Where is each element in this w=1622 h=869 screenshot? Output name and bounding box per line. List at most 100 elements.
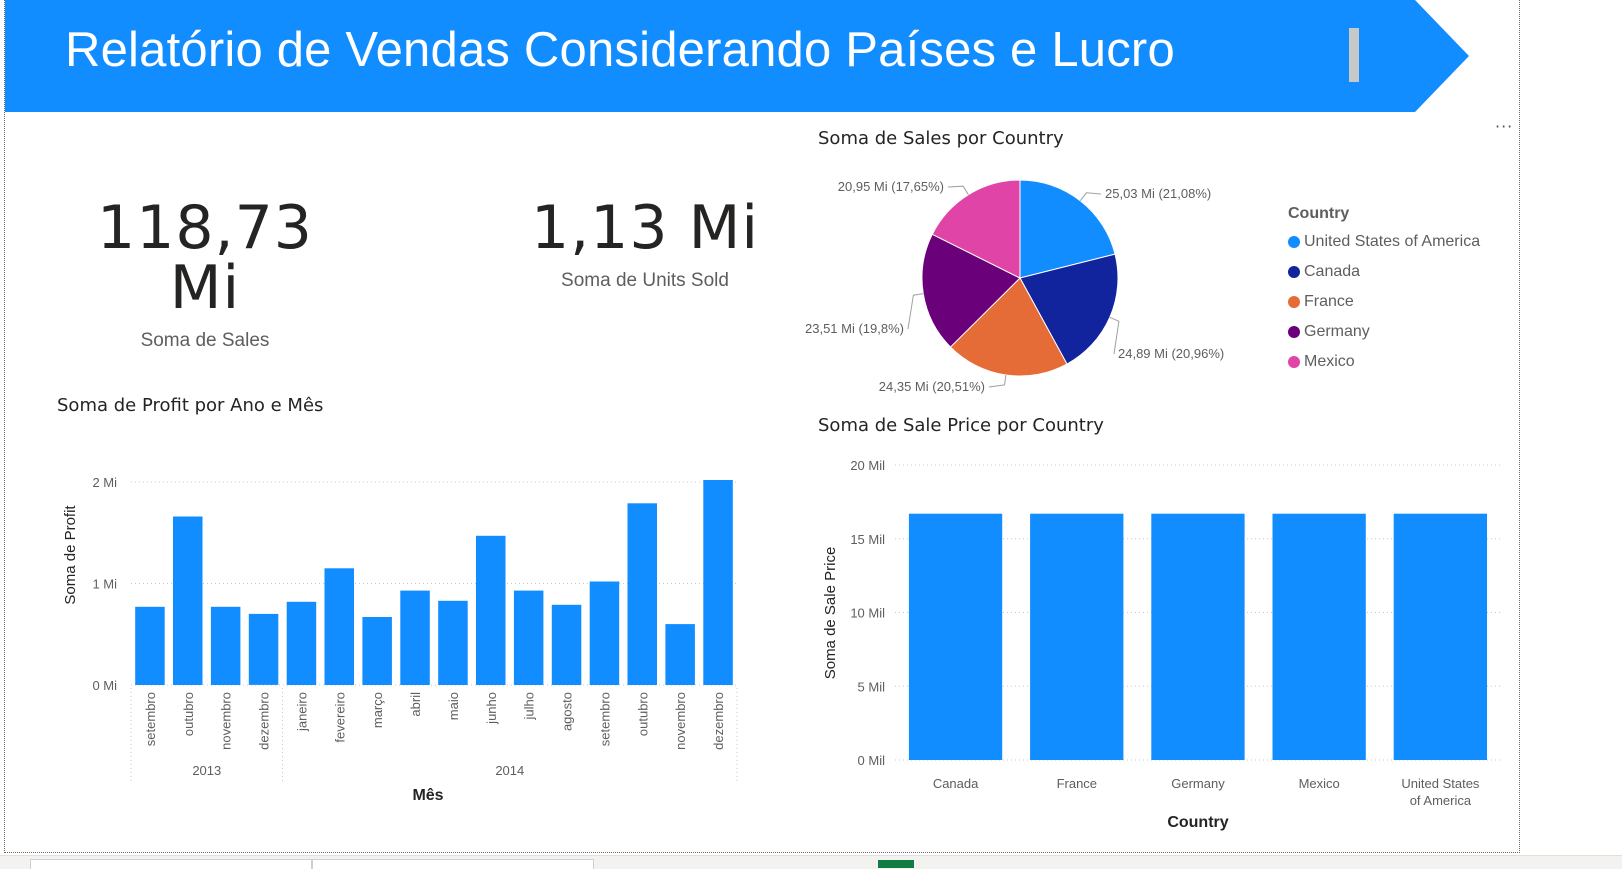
card-sales-value: 118,73 Mi [97, 193, 313, 323]
legend-dot-france [1288, 296, 1300, 308]
profit-x-tick-julho: julho [522, 692, 537, 720]
legend-label-mexico: Mexico [1304, 353, 1355, 370]
profit-bar [665, 624, 695, 685]
saleprice-x-tick-germany: Germany [1171, 776, 1225, 791]
pie-leader-line-canada [1109, 316, 1120, 355]
pie-leader-line-germany [907, 293, 924, 330]
profit-x-tick-dezembro: dezembro [257, 692, 272, 750]
saleprice-y-axis-title: Soma de Sale Price [822, 547, 839, 680]
saleprice-bar-united-states-of-america [1393, 513, 1487, 760]
card-sales-label: Soma de Sales [140, 330, 270, 351]
profit-x-tick-outubro: outubro [181, 692, 196, 736]
saleprice-x-tick-united-states-of-america: of America [1410, 793, 1472, 808]
profit-bar [135, 606, 165, 685]
more-options-icon[interactable]: ··· [1495, 117, 1514, 136]
header-arrow-shape [5, 0, 1469, 112]
profit-y-tick: 2 Mi [92, 475, 117, 490]
profit-bar [400, 590, 430, 685]
saleprice-bar-chart[interactable]: 0 Mil 5 Mil 10 Mil 15 Mil 20 Mil Canada France… [805, 445, 1505, 835]
profit-bar [210, 606, 241, 685]
card-units-label: Soma de Units Sold [561, 270, 729, 291]
legend-item-mexico[interactable]: Mexico [1288, 347, 1480, 377]
profit-bar-chart[interactable]: 0 Mi 1 Mi 2 Mi setembro outubro novembro dezem… [45, 430, 775, 850]
saleprice-x-tick-mexico: Mexico [1299, 776, 1340, 791]
legend-dot-germany [1288, 326, 1300, 338]
profit-x-axis-title: Mês [412, 787, 443, 804]
profit-x-tick-janeiro: janeiro [294, 692, 309, 732]
profit-x-tick-dezembro: dezembro [711, 692, 726, 750]
profit-x-tick-maio: maio [446, 692, 461, 720]
pie-data-label-mexico: 20,95 Mi (17,65%) [838, 179, 944, 194]
profit-year-label-2013: 2013 [192, 763, 221, 778]
pie-slice-canada [1019, 253, 1119, 365]
profit-bar [248, 613, 279, 685]
profit-year-label-2014: 2014 [495, 763, 524, 778]
profit-x-tick-novembro: novembro [673, 692, 688, 750]
profit-bar [362, 617, 392, 685]
profit-bar [173, 516, 203, 685]
profit-x-tick-agosto: agosto [560, 692, 575, 731]
profit-bar [324, 568, 354, 685]
legend-label-usa: United States of America [1304, 233, 1481, 250]
card-units-value: 1,13 Mi [530, 193, 760, 263]
pie-leader-line-united-states-of-america [1079, 192, 1102, 202]
text-cursor [1349, 28, 1359, 82]
profit-x-tick-outubro: outubro [635, 692, 650, 736]
card-units-sold[interactable]: 1,13 Mi Soma de Units Sold [495, 198, 795, 292]
profit-y-tick: 1 Mi [92, 577, 117, 592]
bottom-tab-2[interactable] [312, 859, 594, 869]
pie-slice-united-states-of-america [1019, 179, 1116, 279]
pie-data-label-united-states-of-america: 25,03 Mi (21,08%) [1105, 186, 1211, 201]
pie-slice-germany [921, 233, 1021, 348]
profit-bar [589, 581, 620, 685]
pie-leader-line-mexico [947, 185, 969, 195]
profit-chart-title: Soma de Profit por Ano e Mês [57, 395, 324, 416]
saleprice-y-tick: 15 Mil [850, 532, 885, 547]
profit-x-tick-mar-o: março [370, 692, 385, 728]
report-canvas: Relatório de Vendas Considerando Países … [4, 0, 1520, 853]
legend-dot-canada [1288, 266, 1300, 278]
profit-x-tick-fevereiro: fevereiro [332, 692, 347, 743]
legend-item-usa[interactable]: United States of America [1288, 227, 1480, 257]
pie-data-label-germany: 23,51 Mi (19,8%) [805, 321, 904, 336]
saleprice-bar-france [1030, 513, 1124, 760]
pie-chart-title: Soma de Sales por Country [818, 128, 1064, 149]
legend-label-canada: Canada [1304, 263, 1361, 280]
saleprice-y-tick: 20 Mil [850, 458, 885, 473]
saleprice-bar-canada [908, 513, 1003, 760]
profit-x-tick-junho: junho [484, 692, 499, 725]
saleprice-x-tick-france: France [1057, 776, 1097, 791]
saleprice-y-tick: 0 Mil [858, 753, 886, 768]
profit-bar [551, 604, 582, 685]
profit-x-tick-setembro: setembro [597, 692, 612, 746]
bottom-tab-1[interactable] [30, 859, 312, 869]
saleprice-chart-title: Soma de Sale Price por Country [818, 415, 1104, 436]
profit-y-tick: 0 Mi [92, 678, 117, 693]
profit-bar [627, 503, 657, 685]
profit-bar [513, 590, 544, 685]
header-banner: Relatório de Vendas Considerando Países … [5, 0, 1519, 114]
legend-item-france[interactable]: France [1288, 287, 1480, 317]
saleprice-x-tick-united-states-of-america: United States [1401, 776, 1480, 791]
profit-bar [286, 601, 317, 685]
profit-x-tick-setembro: setembro [143, 692, 158, 746]
saleprice-x-axis-title: Country [1167, 814, 1228, 831]
profit-x-tick-abril: abril [408, 692, 423, 717]
pie-legend: Country United States of America Canada … [1288, 205, 1480, 377]
profit-bar [703, 480, 733, 685]
pie-data-label-canada: 24,89 Mi (20,96%) [1118, 346, 1224, 361]
legend-dot-usa [1288, 236, 1300, 248]
bottom-green-indicator [878, 860, 914, 868]
legend-label-germany: Germany [1304, 323, 1370, 340]
legend-item-canada[interactable]: Canada [1288, 257, 1480, 287]
pie-chart[interactable]: 25,03 Mi (21,08%) 24,89 Mi (20,96%) 24,35 … [805, 160, 1285, 450]
pie-data-label-france: 24,35 Mi (20,51%) [879, 379, 985, 394]
profit-bar [476, 535, 506, 685]
legend-label-france: France [1304, 293, 1354, 310]
report-title: Relatório de Vendas Considerando Países … [65, 23, 1175, 77]
saleprice-y-tick: 10 Mil [850, 606, 885, 621]
card-sales[interactable]: 118,73 Mi Soma de Sales [65, 198, 345, 352]
legend-item-germany[interactable]: Germany [1288, 317, 1480, 347]
profit-bar [438, 600, 468, 685]
pie-leader-line-france [988, 374, 1007, 388]
